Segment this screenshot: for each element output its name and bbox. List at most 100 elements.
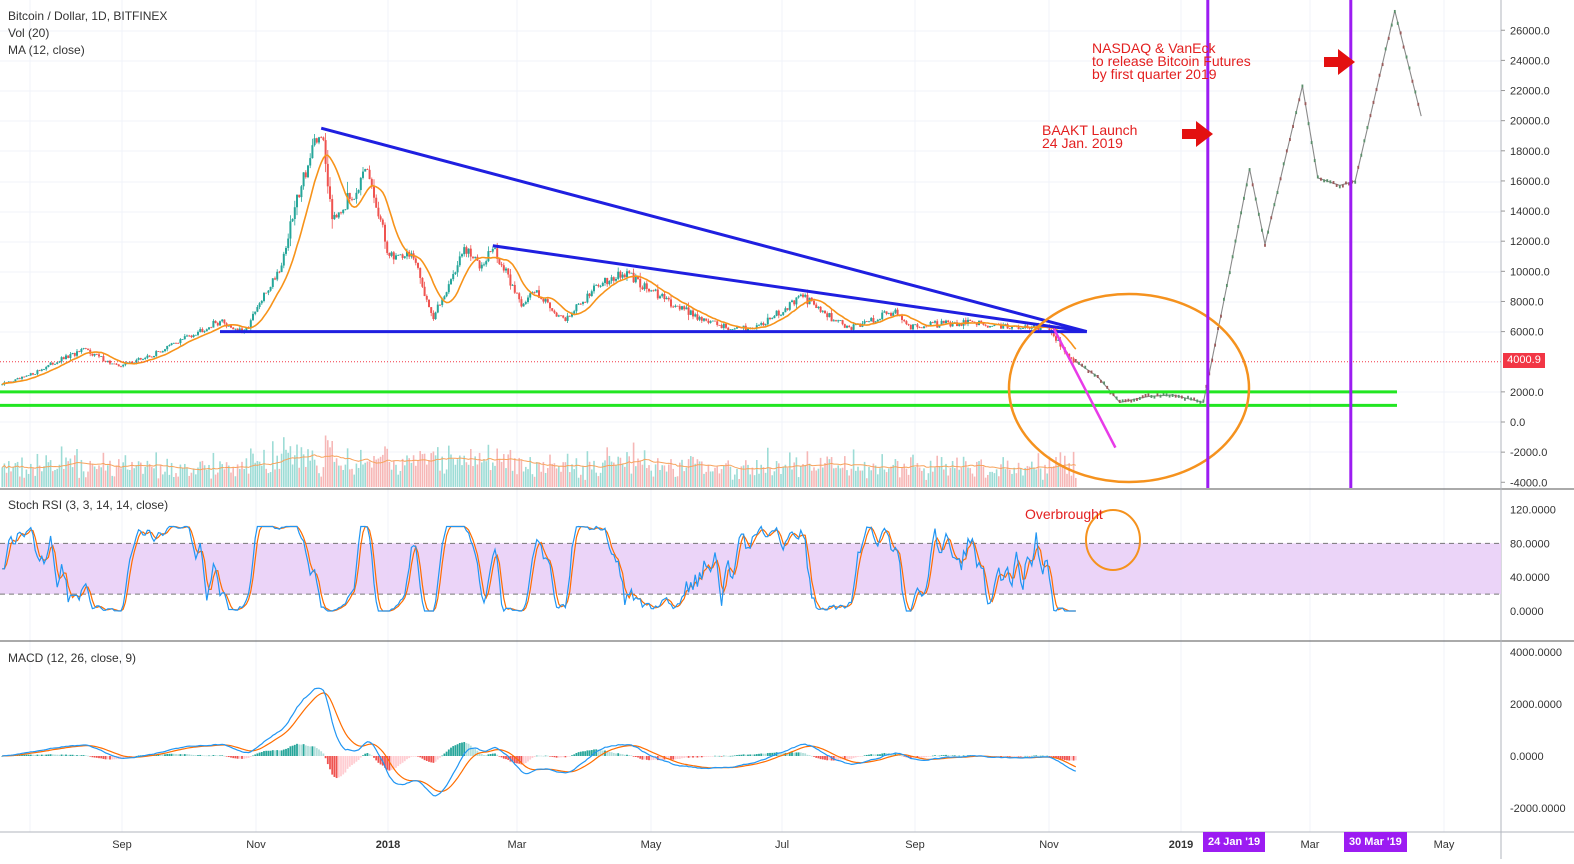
projected-candle [1190,397,1192,401]
candle-body [494,248,496,250]
volume-bar [599,472,602,487]
volume-bar [324,435,327,487]
macd-histogram-bar [1057,756,1060,759]
volume-bar [736,468,738,487]
macd-histogram-bar [1072,756,1075,761]
macd-histogram-bar [337,756,340,778]
volume-bar [1013,467,1015,487]
macd-histogram-bar [1028,756,1031,757]
candle-body [542,298,545,302]
descending-trendline-lower[interactable] [492,244,1088,334]
nasdaq-annotation[interactable]: NASDAQ & VanEck to release Bitcoin Futur… [1092,40,1251,82]
symbol-title[interactable]: Bitcoin / Dollar, 1D, BITFINEX [8,9,168,23]
volume-bar [489,470,492,487]
projected-candle [1156,393,1159,397]
projected-breakdown-line[interactable] [1052,328,1117,449]
price-axis-labels: 26000.024000.022000.020000.018000.016000… [1501,25,1550,489]
volume-bar [775,461,778,487]
volume-bar [657,458,659,487]
macd-histogram-bar [32,754,34,756]
macd-histogram-bar [432,756,435,763]
candle-body [436,304,439,313]
candle-body [815,304,818,309]
macd-histogram-bar [601,750,604,756]
volume-bar [265,468,267,487]
macd-histogram-bar [164,754,166,756]
volume-bar [573,469,575,487]
macd-histogram-bar [395,756,397,768]
overbought-circle[interactable] [1085,509,1141,571]
volume-bar [1006,460,1009,487]
macd-histogram-bar [417,756,419,757]
candle-body [311,145,314,159]
candle-body [205,329,208,332]
candle-body [1068,353,1071,358]
macd-histogram-bar [500,756,503,758]
volume-bar [872,463,875,487]
projected-candle [1090,370,1093,374]
macd-histogram-bar [764,753,767,756]
macd-title[interactable]: MACD (12, 26, close, 9) [8,651,137,665]
candle-body [916,324,919,328]
candle-body [117,364,120,367]
candle-body [38,370,41,372]
nasdaq-arrow-icon[interactable] [1324,49,1355,75]
macd-histogram-bar [524,756,527,764]
volume-bar [894,459,897,487]
volume-bar [982,466,985,487]
macd-histogram-bar [927,756,930,757]
candle-body [817,306,820,309]
macd-histogram-bar [758,753,760,756]
macd-histogram-bar [571,755,573,756]
volume-bar [173,477,175,487]
macd-histogram-bar [1037,755,1040,757]
overbought-annotation[interactable]: Overbrought [1025,506,1103,522]
volume-bar [905,468,908,487]
candle-body [386,241,389,253]
volume-bar [514,458,516,487]
stoch-rsi-title[interactable]: Stoch RSI (3, 3, 14, 14, close) [8,498,169,512]
candle-body [936,321,939,328]
bakkt-annotation[interactable]: BAAKT Launch 24 Jan. 2019 [1042,122,1138,151]
macd-histogram-bar [271,750,274,756]
candle-body [450,279,452,285]
macd-histogram-bar [49,754,52,756]
macd-histogram-bar [945,754,947,756]
macd-line [2,687,1077,797]
projected-candle [1096,375,1099,379]
volume-bar [956,457,958,487]
macd-histogram-bar [230,756,232,758]
price-tick-label: 6000.0 [1510,327,1544,339]
volume-bar [254,462,256,487]
macd-histogram-bar [238,756,241,759]
candle-body [32,373,34,375]
volume-bar [287,452,289,487]
candle-body [142,358,144,360]
volume-bar [989,471,991,487]
macd-histogram-bar [637,756,639,758]
macd-histogram-bar [700,756,703,758]
volume-bar [639,461,641,487]
volume-bar [78,477,80,487]
candle-body [610,277,613,281]
volume-legend[interactable]: Vol (20) [8,26,50,40]
descending-trendline-upper[interactable] [320,126,1088,334]
bakkt-arrow-icon[interactable] [1182,121,1213,147]
candle-body [507,268,510,275]
macd-histogram-bar [445,751,448,756]
volume-bar [329,447,331,487]
breakdown-circle[interactable] [1007,292,1251,484]
volume-bar [945,463,947,487]
price-tick-label: 26000.0 [1510,25,1550,37]
macd-histogram-bar [82,755,85,756]
macd-histogram-bar [670,756,672,760]
volume-bar [245,458,248,487]
candle-body [265,292,268,294]
macd-histogram-bar [291,745,294,756]
macd-histogram-bar [859,756,862,757]
candle-body [366,169,369,170]
ma-legend[interactable]: MA (12, close) [8,43,85,57]
volume-bar [412,455,415,487]
volume-bar [632,442,635,487]
